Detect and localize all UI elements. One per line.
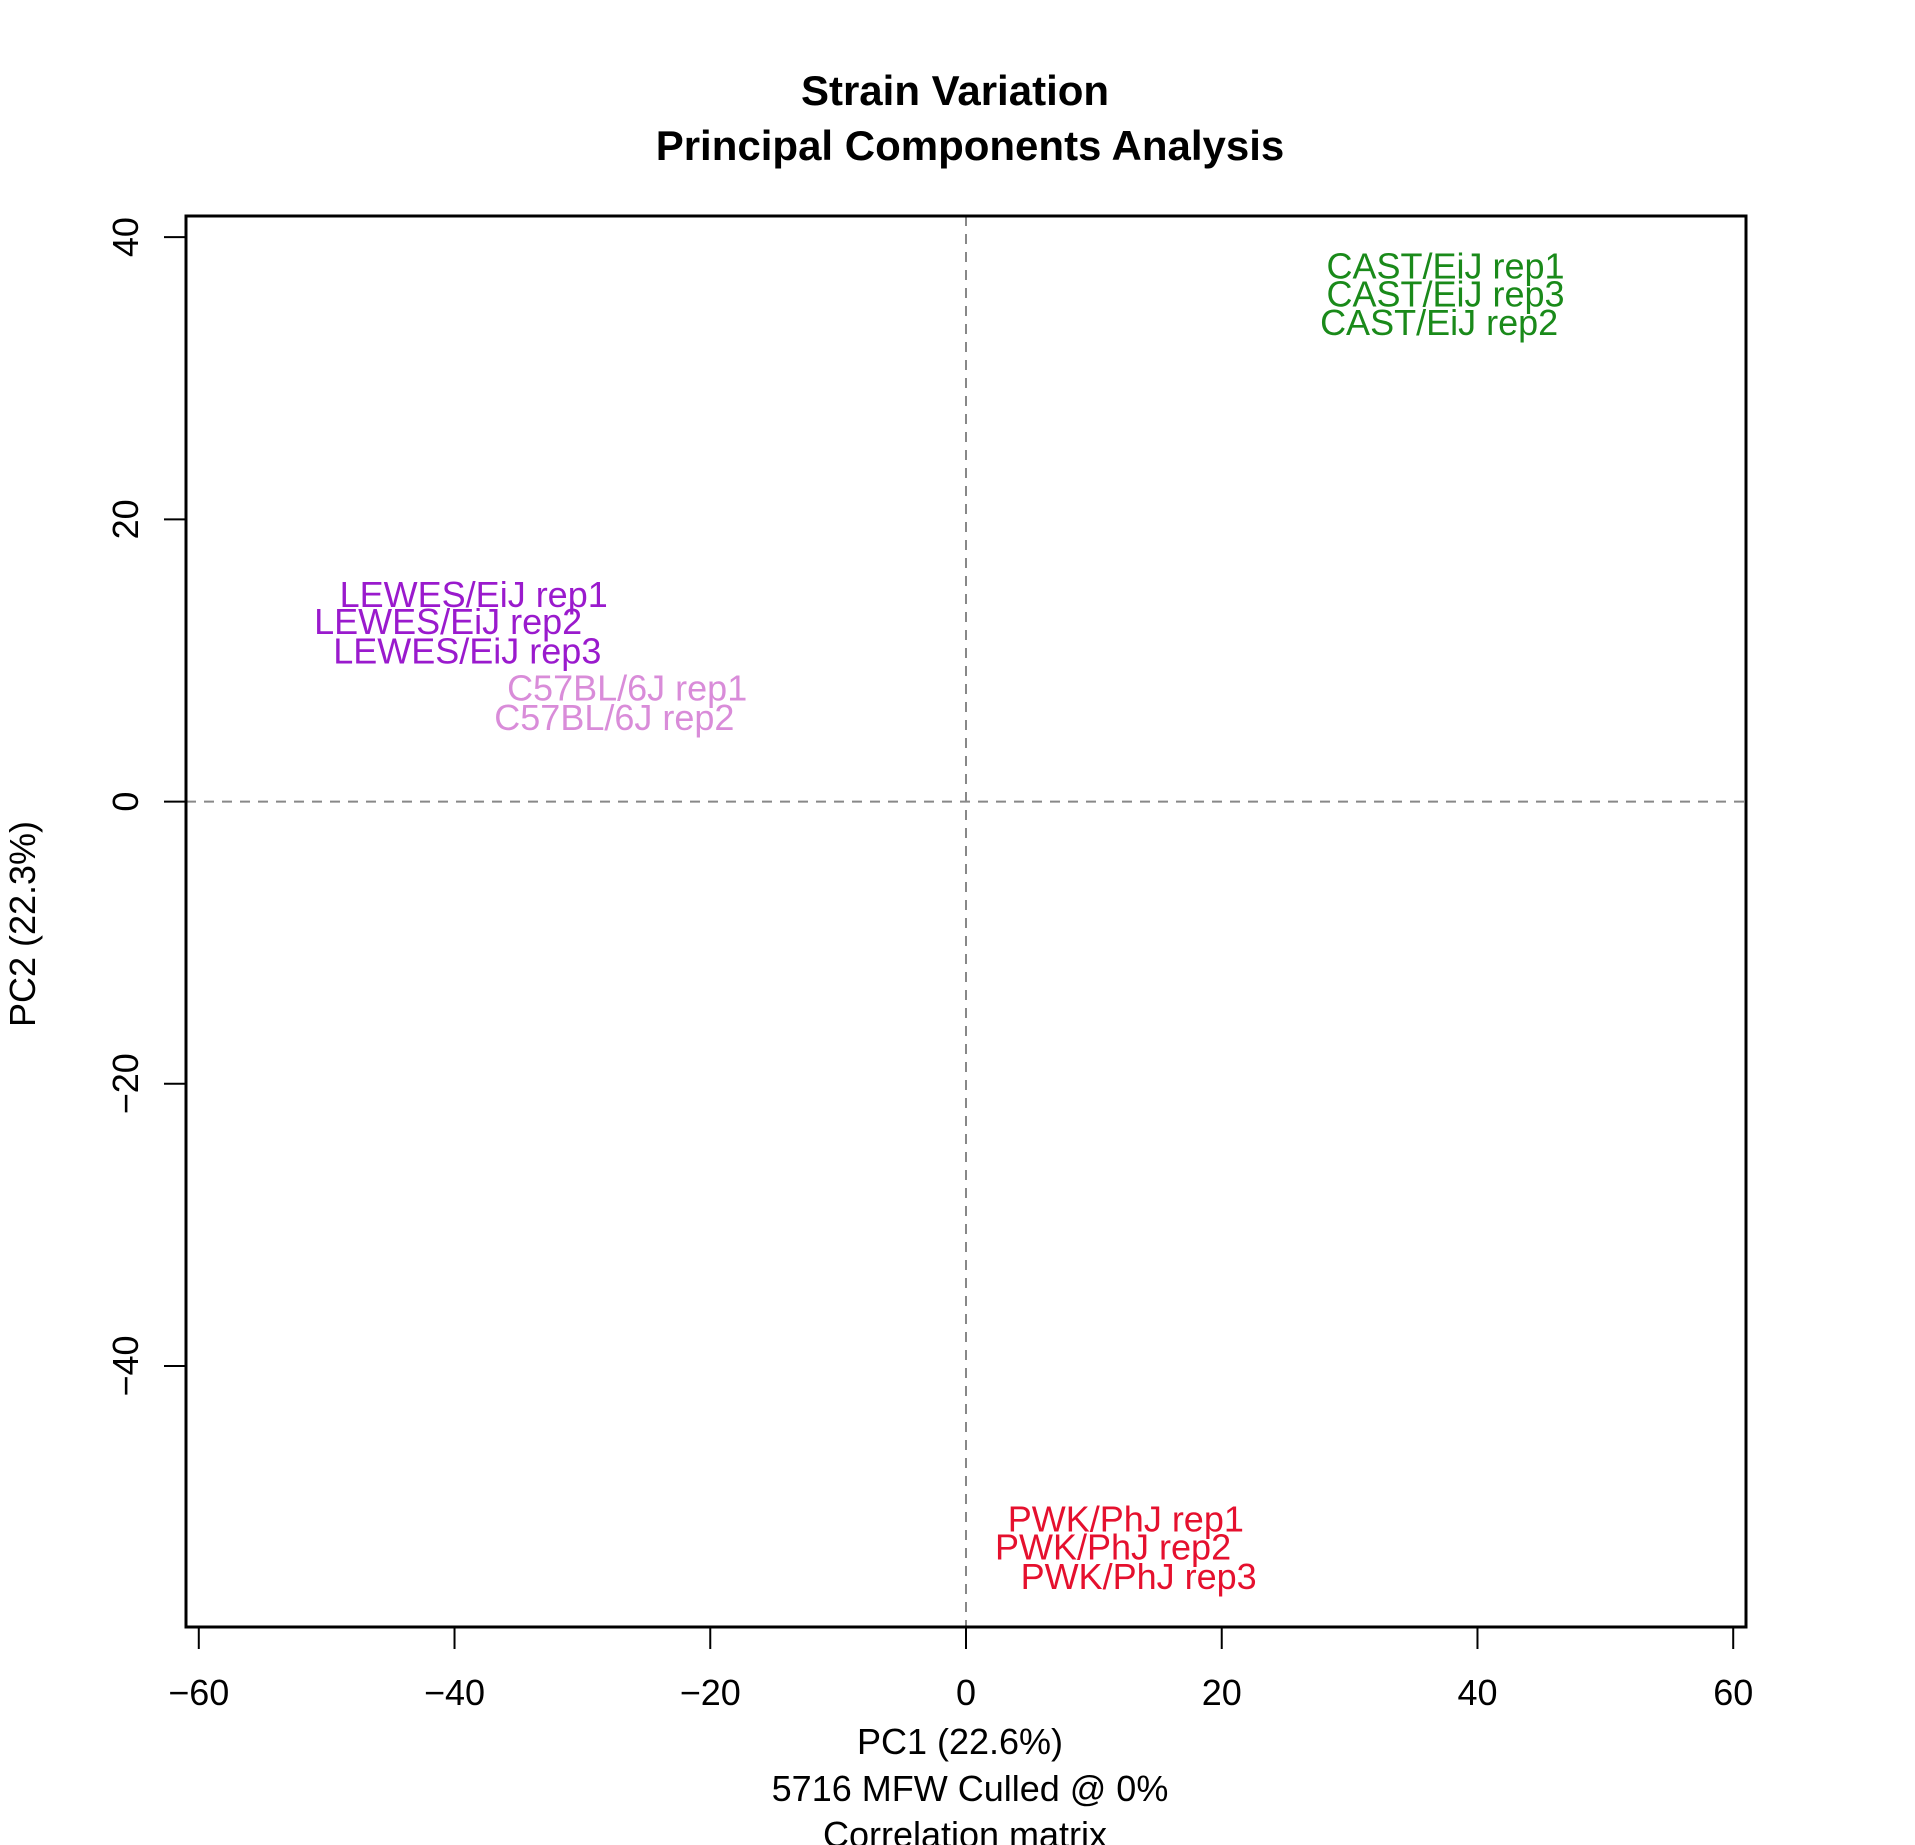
y-tick-label: −20 <box>105 1053 146 1114</box>
point-label: C57BL/6J rep2 <box>494 697 734 738</box>
point-label: PWK/PhJ rep2 <box>995 1527 1231 1568</box>
point-label: LEWES/EiJ rep3 <box>333 631 601 672</box>
x-tick-label: −20 <box>680 1672 741 1713</box>
x-tick-label: 0 <box>956 1672 976 1713</box>
x-tick-label: −40 <box>424 1672 485 1713</box>
chart-title-line-1: Strain Variation <box>801 67 1109 114</box>
y-axis-title: PC2 (22.3%) <box>2 821 43 1027</box>
x-tick-label: 20 <box>1202 1672 1242 1713</box>
point-label: CAST/EiJ rep3 <box>1326 274 1564 315</box>
y-tick-label: 20 <box>105 499 146 539</box>
point-label: CAST/EiJ rep1 <box>1326 245 1564 286</box>
x-tick-label: −60 <box>168 1672 229 1713</box>
subtitle-matrix: Correlation matrix <box>823 1814 1107 1845</box>
y-axis: −40 −20 0 20 40 <box>105 217 187 1397</box>
y-tick-label: −40 <box>105 1335 146 1396</box>
y-tick-label: 40 <box>105 217 146 257</box>
point-label: C57BL/6J rep1 <box>507 667 747 708</box>
subtitle-mfw: 5716 MFW Culled @ 0% <box>772 1768 1169 1809</box>
point-label: LEWES/EiJ rep1 <box>340 574 608 615</box>
point-label: PWK/PhJ rep1 <box>1008 1498 1244 1539</box>
point-label: PWK/PhJ rep3 <box>1021 1556 1257 1597</box>
y-tick-label: 0 <box>105 792 146 812</box>
x-axis: −60 −40 −20 0 20 40 60 <box>168 1626 1753 1713</box>
x-tick-label: 40 <box>1457 1672 1497 1713</box>
point-label: LEWES/EiJ rep2 <box>314 601 582 642</box>
x-axis-title: PC1 (22.6%) <box>857 1721 1063 1762</box>
chart-title-line-2: Principal Components Analysis <box>656 122 1285 169</box>
x-tick-label: 60 <box>1713 1672 1753 1713</box>
point-label: CAST/EiJ rep2 <box>1320 302 1558 343</box>
